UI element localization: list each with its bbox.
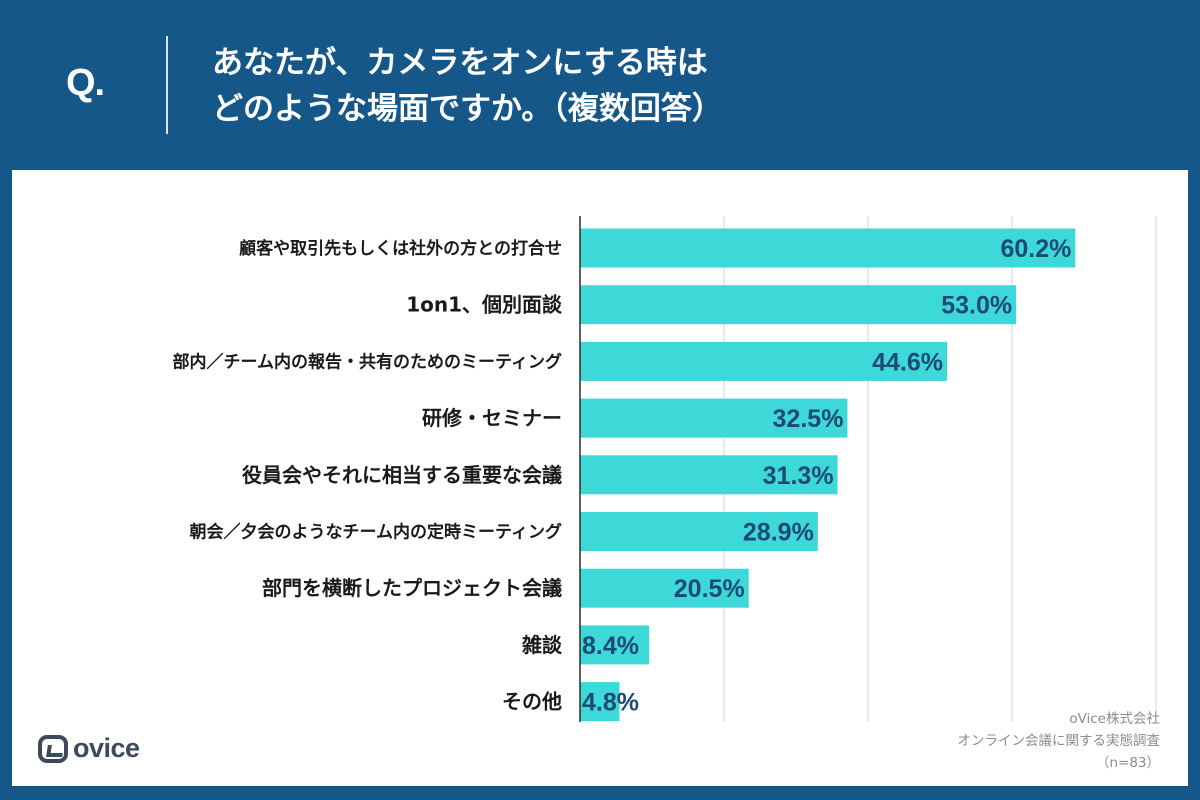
data-label: 20.5%	[674, 575, 745, 603]
data-label: 44.6%	[872, 348, 943, 376]
chart-panel: 顧客や取引先もしくは社外の方との打合せ 60.2% 1on1、個別面談 53.0% 部内…	[12, 170, 1188, 786]
category-label: 雑談	[521, 633, 563, 657]
data-label: 4.8%	[582, 689, 639, 717]
data-label: 60.2%	[1000, 235, 1071, 263]
question-title: あなたが、カメラをオンにする時は どのような場面ですか。（複数回答）	[212, 40, 723, 132]
data-label: 28.9%	[743, 519, 814, 547]
bar	[580, 398, 848, 438]
category-label: 朝会／夕会のようなチーム内の定時ミーティング	[190, 522, 562, 543]
category-label: 1on1、個別面談	[406, 293, 563, 317]
category-label: その他	[502, 690, 562, 714]
bar	[580, 455, 838, 495]
ovice-logo-icon	[38, 734, 68, 763]
bar	[580, 568, 749, 608]
question-line-2: どのような場面ですか。（複数回答）	[212, 91, 723, 127]
header-divider	[166, 36, 168, 134]
ovice-logo: ovice	[38, 733, 140, 764]
ovice-logo-text: ovice	[73, 733, 140, 763]
bar	[580, 341, 947, 381]
data-label: 31.3%	[763, 462, 834, 490]
question-line-1: あなたが、カメラをオンにする時は	[212, 45, 708, 81]
category-label: 部門を横断したプロジェクト会議	[262, 576, 562, 600]
source-note: oVice株式会社 オンライン会議に関する実態調査 （n=83）	[958, 708, 1161, 774]
bar	[580, 682, 620, 722]
bar	[580, 512, 818, 551]
category-label: 研修・セミナー	[422, 406, 562, 430]
category-label: 顧客や取引先もしくは社外の方との打合せ	[239, 238, 562, 259]
bar	[580, 228, 1076, 268]
data-label: 8.4%	[582, 632, 639, 660]
source-sample-size: （n=83）	[1095, 755, 1160, 771]
source-survey: オンライン会議に関する実態調査	[957, 733, 1161, 749]
data-label: 53.0%	[941, 292, 1012, 320]
bar	[580, 625, 650, 665]
bar	[580, 285, 1017, 325]
data-label: 32.5%	[773, 405, 844, 433]
bar-chart: 顧客や取引先もしくは社外の方との打合せ 60.2% 1on1、個別面談 53.0% 部内…	[173, 216, 1157, 722]
category-label: 役員会やそれに相当する重要な会議	[242, 463, 562, 487]
category-label: 部内／チーム内の報告・共有のためのミーティング	[173, 351, 562, 372]
question-label: Q.	[66, 62, 105, 104]
source-company: oVice株式会社	[1069, 711, 1160, 727]
